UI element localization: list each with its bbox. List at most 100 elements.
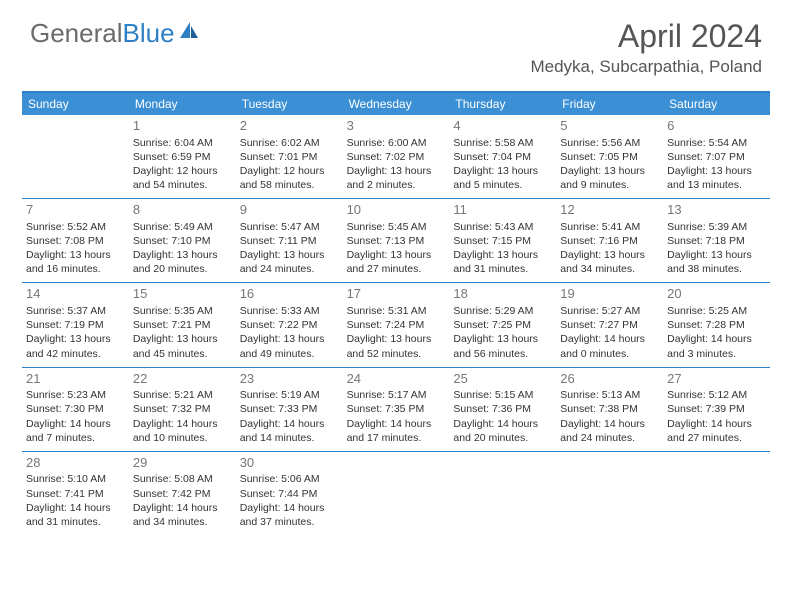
sunset-line: Sunset: 7:16 PM bbox=[560, 234, 659, 248]
day-number: 1 bbox=[133, 117, 232, 135]
day-cell: 10Sunrise: 5:45 AMSunset: 7:13 PMDayligh… bbox=[343, 199, 450, 282]
day-number: 16 bbox=[240, 285, 339, 303]
daylight-line: Daylight: 13 hours and 52 minutes. bbox=[347, 332, 446, 360]
day-cell: 17Sunrise: 5:31 AMSunset: 7:24 PMDayligh… bbox=[343, 283, 450, 366]
day-cell: 13Sunrise: 5:39 AMSunset: 7:18 PMDayligh… bbox=[663, 199, 770, 282]
sunset-line: Sunset: 7:35 PM bbox=[347, 402, 446, 416]
day-cell: 3Sunrise: 6:00 AMSunset: 7:02 PMDaylight… bbox=[343, 115, 450, 198]
sunrise-line: Sunrise: 5:33 AM bbox=[240, 304, 339, 318]
day-number: 5 bbox=[560, 117, 659, 135]
day-cell: 12Sunrise: 5:41 AMSunset: 7:16 PMDayligh… bbox=[556, 199, 663, 282]
day-cell: 15Sunrise: 5:35 AMSunset: 7:21 PMDayligh… bbox=[129, 283, 236, 366]
daylight-line: Daylight: 14 hours and 0 minutes. bbox=[560, 332, 659, 360]
daylight-line: Daylight: 13 hours and 13 minutes. bbox=[667, 164, 766, 192]
daylight-line: Daylight: 13 hours and 31 minutes. bbox=[453, 248, 552, 276]
day-cell: 24Sunrise: 5:17 AMSunset: 7:35 PMDayligh… bbox=[343, 368, 450, 451]
day-header-cell: Tuesday bbox=[236, 93, 343, 115]
week-row: 21Sunrise: 5:23 AMSunset: 7:30 PM Dayligh… bbox=[22, 368, 770, 452]
daylight-line: Daylight: 13 hours and 24 minutes. bbox=[240, 248, 339, 276]
day-cell: 22Sunrise: 5:21 AMSunset: 7:32 PMDayligh… bbox=[129, 368, 236, 451]
day-number: 8 bbox=[133, 201, 232, 219]
day-number: 26 bbox=[560, 370, 659, 388]
daylight-line: Daylight: 14 hours and 27 minutes. bbox=[667, 417, 766, 445]
sunrise-line: Sunrise: 5:43 AM bbox=[453, 220, 552, 234]
day-number: 6 bbox=[667, 117, 766, 135]
header: GeneralBlue April 2024 Medyka, Subcarpat… bbox=[0, 0, 792, 83]
day-cell: 9Sunrise: 5:47 AMSunset: 7:11 PMDaylight… bbox=[236, 199, 343, 282]
sunset-line: Sunset: 7:21 PM bbox=[133, 318, 232, 332]
day-cell: 25Sunrise: 5:15 AMSunset: 7:36 PMDayligh… bbox=[449, 368, 556, 451]
week-row: 1Sunrise: 6:04 AMSunset: 6:59 PMDaylight… bbox=[22, 115, 770, 199]
day-number: 23 bbox=[240, 370, 339, 388]
sunrise-line: Sunrise: 6:02 AM bbox=[240, 136, 339, 150]
day-cell: 16Sunrise: 5:33 AMSunset: 7:22 PMDayligh… bbox=[236, 283, 343, 366]
empty-cell bbox=[22, 115, 129, 198]
sunrise-line: Sunrise: 5:47 AM bbox=[240, 220, 339, 234]
day-number: 11 bbox=[453, 201, 552, 219]
sunset-line: Sunset: 7:04 PM bbox=[453, 150, 552, 164]
sunset-line: Sunset: 7:39 PM bbox=[667, 402, 766, 416]
day-number: 29 bbox=[133, 454, 232, 472]
daylight-line: Daylight: 13 hours and 20 minutes. bbox=[133, 248, 232, 276]
sunrise-line: Sunrise: 5:49 AM bbox=[133, 220, 232, 234]
sunrise-line: Sunrise: 5:31 AM bbox=[347, 304, 446, 318]
day-number: 22 bbox=[133, 370, 232, 388]
day-number: 28 bbox=[26, 454, 125, 472]
day-cell: 27Sunrise: 5:12 AMSunset: 7:39 PMDayligh… bbox=[663, 368, 770, 451]
day-cell: 11Sunrise: 5:43 AMSunset: 7:15 PMDayligh… bbox=[449, 199, 556, 282]
sunset-line: Sunset: 7:30 PM bbox=[26, 402, 125, 416]
daylight-line: Daylight: 13 hours and 49 minutes. bbox=[240, 332, 339, 360]
week-row: 28Sunrise: 5:10 AMSunset: 7:41 PMDayligh… bbox=[22, 452, 770, 535]
sunrise-line: Sunrise: 5:15 AM bbox=[453, 388, 552, 402]
daylight-line: Daylight: 13 hours and 42 minutes. bbox=[26, 332, 125, 360]
empty-cell bbox=[663, 452, 770, 535]
sunset-line: Sunset: 7:25 PM bbox=[453, 318, 552, 332]
day-header-cell: Thursday bbox=[449, 93, 556, 115]
daylight-line: Daylight: 13 hours and 27 minutes. bbox=[347, 248, 446, 276]
day-cell: 23Sunrise: 5:19 AMSunset: 7:33 PMDayligh… bbox=[236, 368, 343, 451]
day-cell: 8Sunrise: 5:49 AMSunset: 7:10 PMDaylight… bbox=[129, 199, 236, 282]
day-cell: 21Sunrise: 5:23 AMSunset: 7:30 PMDayligh… bbox=[22, 368, 129, 451]
day-header-row: SundayMondayTuesdayWednesdayThursdayFrid… bbox=[22, 93, 770, 115]
day-number: 18 bbox=[453, 285, 552, 303]
daylight-line: Daylight: 14 hours and 34 minutes. bbox=[133, 501, 232, 529]
day-cell: 7Sunrise: 5:52 AMSunset: 7:08 PMDaylight… bbox=[22, 199, 129, 282]
daylight-line: Daylight: 14 hours and 10 minutes. bbox=[133, 417, 232, 445]
week-row: 14Sunrise: 5:37 AMSunset: 7:19 PMDayligh… bbox=[22, 283, 770, 367]
day-number: 10 bbox=[347, 201, 446, 219]
daylight-line: Daylight: 13 hours and 5 minutes. bbox=[453, 164, 552, 192]
sunrise-line: Sunrise: 5:17 AM bbox=[347, 388, 446, 402]
sunrise-line: Sunrise: 5:23 AM bbox=[26, 388, 125, 402]
sunrise-line: Sunrise: 6:04 AM bbox=[133, 136, 232, 150]
sunset-line: Sunset: 7:44 PM bbox=[240, 487, 339, 501]
daylight-line: Daylight: 14 hours and 14 minutes. bbox=[240, 417, 339, 445]
day-number: 13 bbox=[667, 201, 766, 219]
sunrise-line: Sunrise: 5:19 AM bbox=[240, 388, 339, 402]
empty-cell bbox=[343, 452, 450, 535]
week-row: 7Sunrise: 5:52 AMSunset: 7:08 PMDaylight… bbox=[22, 199, 770, 283]
daylight-line: Daylight: 13 hours and 9 minutes. bbox=[560, 164, 659, 192]
empty-cell bbox=[449, 452, 556, 535]
daylight-line: Daylight: 12 hours and 58 minutes. bbox=[240, 164, 339, 192]
calendar: SundayMondayTuesdayWednesdayThursdayFrid… bbox=[22, 91, 770, 535]
daylight-line: Daylight: 13 hours and 16 minutes. bbox=[26, 248, 125, 276]
day-number: 19 bbox=[560, 285, 659, 303]
sunrise-line: Sunrise: 5:52 AM bbox=[26, 220, 125, 234]
sunrise-line: Sunrise: 5:25 AM bbox=[667, 304, 766, 318]
day-cell: 14Sunrise: 5:37 AMSunset: 7:19 PMDayligh… bbox=[22, 283, 129, 366]
daylight-line: Daylight: 14 hours and 20 minutes. bbox=[453, 417, 552, 445]
sunrise-line: Sunrise: 5:29 AM bbox=[453, 304, 552, 318]
sunrise-line: Sunrise: 5:54 AM bbox=[667, 136, 766, 150]
sunset-line: Sunset: 7:24 PM bbox=[347, 318, 446, 332]
day-number: 9 bbox=[240, 201, 339, 219]
day-number: 7 bbox=[26, 201, 125, 219]
day-cell: 28Sunrise: 5:10 AMSunset: 7:41 PMDayligh… bbox=[22, 452, 129, 535]
day-number: 21 bbox=[26, 370, 125, 388]
month-title: April 2024 bbox=[530, 18, 762, 55]
weeks-container: 1Sunrise: 6:04 AMSunset: 6:59 PMDaylight… bbox=[22, 115, 770, 535]
daylight-line: Daylight: 12 hours and 54 minutes. bbox=[133, 164, 232, 192]
day-number: 25 bbox=[453, 370, 552, 388]
logo-text-2: Blue bbox=[123, 18, 175, 49]
day-header-cell: Wednesday bbox=[343, 93, 450, 115]
logo-sail-icon bbox=[178, 18, 200, 49]
